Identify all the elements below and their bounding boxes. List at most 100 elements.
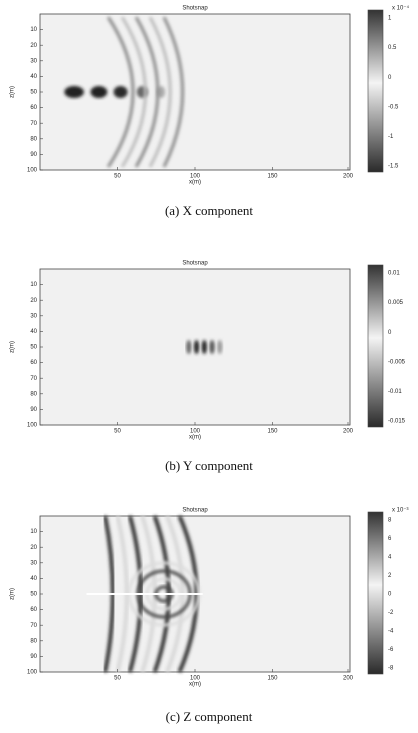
colorbar-tick-label: 1 [388, 16, 392, 22]
plot-area [39, 13, 351, 171]
colorbar-tick-label: 0 [388, 592, 392, 598]
panel: Shotsnap 10 20 30 40 50 60 70 80 90 100 z(m) 50 100 15… [10, 261, 406, 473]
panel-title: Shotsnap [182, 261, 208, 267]
y-tick-label: 40 [30, 74, 37, 80]
colorbar-tick-label: -8 [388, 666, 394, 672]
wave-blob [217, 340, 223, 354]
y-tick-label: 70 [30, 121, 37, 127]
x-tick-label: 50 [114, 174, 121, 180]
wave-front [106, 16, 135, 168]
y-tick-label: 10 [30, 27, 37, 33]
wave-blob [201, 340, 207, 354]
wavefield [86, 515, 203, 673]
colorbar-tick-label: -1 [388, 134, 394, 140]
y-tick-label: 80 [30, 136, 37, 142]
y-tick-label: 100 [27, 423, 38, 429]
y-tick-label: 50 [30, 345, 37, 351]
y-tick-label: 70 [30, 623, 37, 629]
panel-title: Shotsnap [182, 508, 208, 514]
y-tick-label: 10 [30, 529, 37, 535]
y-axis-label: z(m) [10, 86, 16, 98]
x-tick-label: 50 [114, 676, 121, 682]
colorbar-tick-label: 4 [388, 555, 392, 561]
y-tick-label: 80 [30, 638, 37, 644]
colorbar-tick-label: -4 [388, 629, 394, 635]
y-axis-label: z(m) [10, 588, 16, 600]
wavefield [64, 16, 184, 168]
caption: (b) Y component [165, 458, 253, 473]
colorbar [367, 511, 384, 675]
y-tick-label: 90 [30, 152, 37, 158]
y-tick-label: 10 [30, 282, 37, 288]
wave-blob [64, 86, 84, 98]
wave-blob [90, 86, 108, 98]
colorbar-tick-label: -0.01 [388, 389, 402, 395]
panel-title: Shotsnap [182, 6, 208, 12]
y-tick-label: 30 [30, 58, 37, 64]
x-tick-label: 50 [114, 429, 121, 435]
wave-front [162, 16, 184, 168]
x-tick-label: 100 [190, 676, 201, 682]
x-tick-label: 150 [267, 429, 278, 435]
wave-front [148, 16, 172, 168]
y-tick-label: 50 [30, 592, 37, 598]
x-tick-label: 200 [343, 676, 354, 682]
y-tick-label: 70 [30, 376, 37, 382]
y-tick-label: 90 [30, 654, 37, 660]
x-tick-label: 150 [267, 174, 278, 180]
colorbar-tick-label: 0.5 [388, 45, 397, 51]
colorbar-tick-label: -6 [388, 647, 394, 653]
x-tick-label: 100 [190, 429, 201, 435]
y-tick-label: 60 [30, 607, 37, 613]
wave-blob [186, 340, 192, 354]
wave-blob [113, 86, 128, 98]
colorbar-tick-label: 6 [388, 536, 392, 542]
wave-blob [193, 340, 200, 354]
y-tick-label: 20 [30, 298, 37, 304]
caption: (a) X component [165, 203, 253, 218]
wave-front [120, 16, 147, 168]
colorbar-tick-label: -0.5 [388, 104, 399, 110]
x-axis-label: x(m) [189, 435, 201, 441]
colorbar-tick-label: 0.005 [388, 300, 404, 306]
colorbar-tick-label: -0.005 [388, 359, 406, 365]
y-tick-label: 30 [30, 560, 37, 566]
x-tick-label: 150 [267, 676, 278, 682]
colorbar-tick-label: -2 [388, 610, 394, 616]
y-tick-label: 100 [27, 168, 38, 174]
x-tick-label: 200 [343, 429, 354, 435]
x-axis-label: x(m) [189, 682, 201, 688]
colorbar-tick-label: -0.015 [388, 419, 406, 425]
x-tick-label: 100 [190, 174, 201, 180]
colorbar [367, 264, 384, 428]
y-tick-label: 80 [30, 391, 37, 397]
colorbar-tick-label: 0 [388, 330, 392, 336]
colorbar-tick-label: -1.5 [388, 164, 399, 170]
y-axis-label: z(m) [10, 341, 16, 353]
y-tick-label: 40 [30, 576, 37, 582]
wave-blob [209, 340, 215, 354]
colorbar [367, 9, 384, 173]
colorbar-tick-label: 0.01 [388, 271, 400, 277]
colorbar-tick-label: 8 [388, 518, 392, 524]
colorbar-tick-label: 2 [388, 573, 392, 579]
y-tick-label: 20 [30, 545, 37, 551]
y-tick-label: 20 [30, 43, 37, 49]
y-tick-label: 60 [30, 360, 37, 366]
x-axis-label: x(m) [189, 180, 201, 186]
wave-front [134, 16, 160, 168]
y-tick-label: 100 [27, 670, 38, 676]
caption: (c) Z component [166, 709, 253, 724]
colorbar-tick-label: 0 [388, 75, 392, 81]
y-tick-label: 60 [30, 105, 37, 111]
y-tick-label: 50 [30, 90, 37, 96]
y-tick-label: 30 [30, 313, 37, 319]
x-tick-label: 200 [343, 174, 354, 180]
colorbar-label: x 10⁻⁴ [392, 5, 410, 12]
colorbar-label: x 10⁻³ [392, 508, 409, 514]
y-tick-label: 90 [30, 407, 37, 413]
y-tick-label: 40 [30, 329, 37, 335]
